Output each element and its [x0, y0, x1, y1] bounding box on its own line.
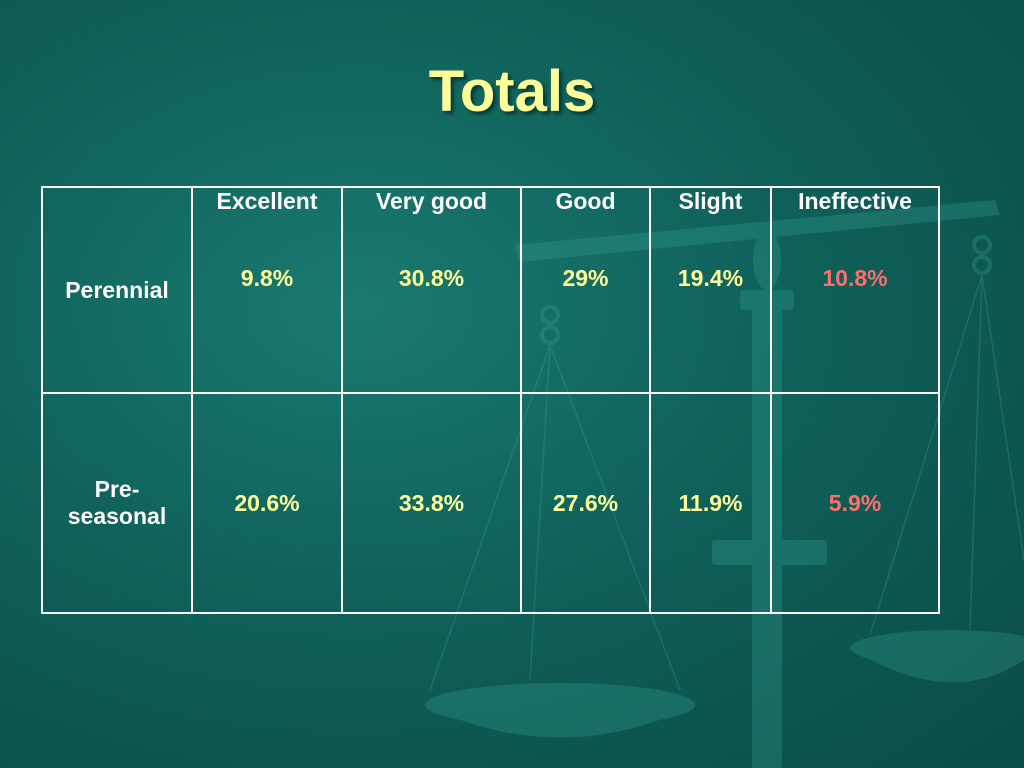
cell-pre-seasonal-ineffective: 5.9%	[770, 392, 940, 614]
cell-perennial-good: Good 29%	[520, 186, 651, 394]
value-pre-seasonal-slight: 11.9%	[678, 489, 743, 516]
cell-pre-seasonal-excellent: 20.6%	[191, 392, 343, 614]
row-label-perennial: Perennial	[41, 186, 193, 394]
row-label-pre-seasonal-line2: seasonal	[67, 503, 167, 529]
cell-perennial-very-good: Very good 30.8%	[341, 186, 522, 394]
column-header-excellent: Excellent	[216, 188, 318, 214]
value-pre-seasonal-ineffective: 5.9%	[828, 489, 882, 516]
cell-perennial-ineffective: Ineffective 10.8%	[770, 186, 940, 394]
column-header-very-good: Very good	[375, 188, 488, 214]
cell-perennial-slight: Slight 19.4%	[649, 186, 772, 394]
table-row-perennial: Perennial Excellent 9.8% Very good 30.8%…	[41, 186, 940, 394]
value-pre-seasonal-very-good: 33.8%	[398, 489, 465, 516]
column-header-slight: Slight	[678, 188, 743, 214]
value-perennial-excellent: 9.8%	[240, 265, 294, 291]
row-label-pre-seasonal: Pre- seasonal	[41, 392, 193, 614]
value-pre-seasonal-excellent: 20.6%	[234, 489, 300, 516]
row-label-pre-seasonal-line1: Pre-	[94, 476, 140, 502]
cell-pre-seasonal-good: 27.6%	[520, 392, 651, 614]
value-perennial-ineffective: 10.8%	[822, 265, 888, 291]
column-header-ineffective: Ineffective	[798, 188, 912, 214]
cell-pre-seasonal-very-good: 33.8%	[341, 392, 522, 614]
totals-table: Perennial Excellent 9.8% Very good 30.8%…	[41, 186, 940, 614]
value-perennial-slight: 19.4%	[677, 265, 744, 291]
slide-title: Totals	[428, 59, 596, 124]
table-row-pre-seasonal: Pre- seasonal 20.6% 33.8% 27.6% 11.9% 5.…	[41, 392, 940, 614]
cell-pre-seasonal-slight: 11.9%	[649, 392, 772, 614]
value-perennial-good: 29%	[562, 265, 609, 291]
value-pre-seasonal-good: 27.6%	[552, 489, 619, 516]
cell-perennial-excellent: Excellent 9.8%	[191, 186, 343, 394]
column-header-good: Good	[555, 188, 616, 214]
value-perennial-very-good: 30.8%	[398, 265, 465, 291]
